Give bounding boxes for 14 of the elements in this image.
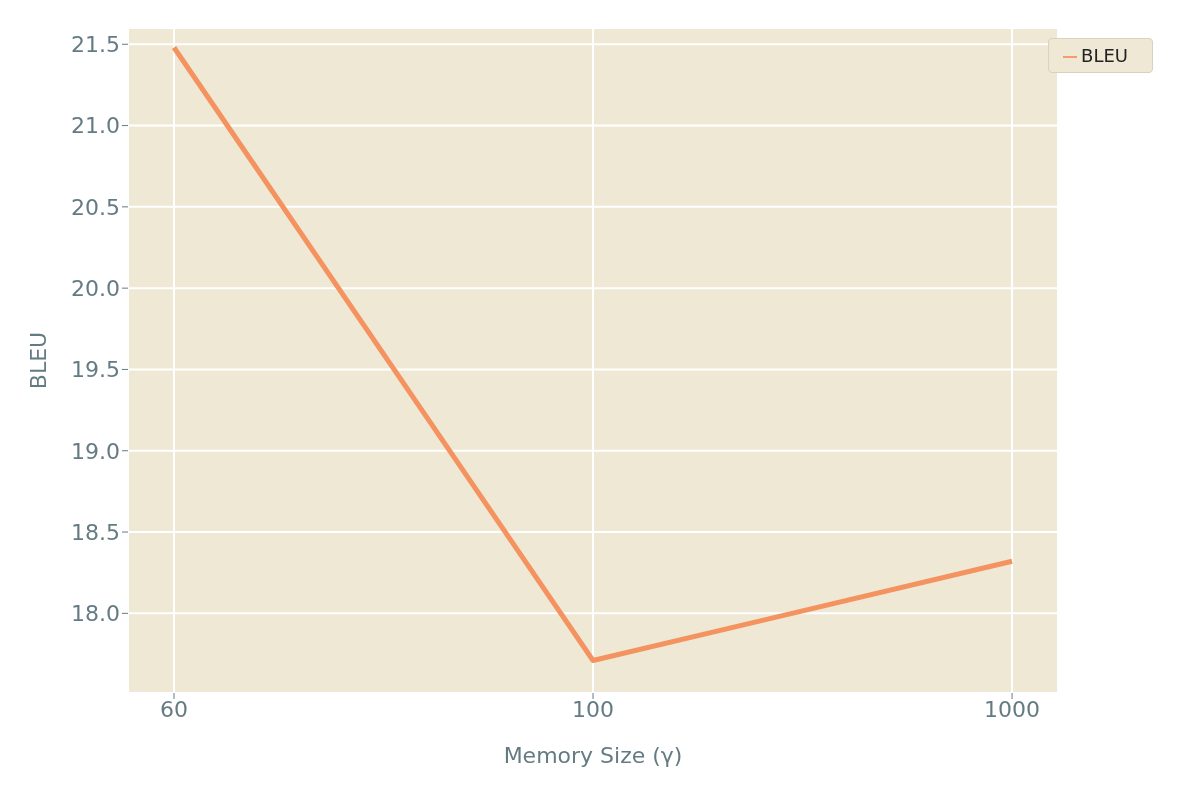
x-tick-label: 60 — [160, 696, 188, 722]
y-tick-label: 19.5 — [71, 357, 120, 383]
y-tick-label: 20.5 — [71, 194, 120, 220]
legend-label: BLEU — [1081, 45, 1128, 66]
x-axis-title: Memory Size (γ) — [503, 743, 683, 768]
y-tick-label: 18.5 — [71, 519, 120, 545]
y-axis-title: BLEU — [25, 331, 51, 390]
x-tick-label: 100 — [572, 696, 615, 722]
x-tick-label: 1000 — [984, 696, 1041, 722]
y-tick-label: 18.0 — [71, 601, 120, 627]
y-tick-label: 20.0 — [71, 275, 120, 301]
y-tick-label: 21.5 — [71, 32, 120, 58]
y-tick-label: 21.0 — [71, 113, 120, 139]
y-tick-label: 19.0 — [71, 438, 120, 464]
